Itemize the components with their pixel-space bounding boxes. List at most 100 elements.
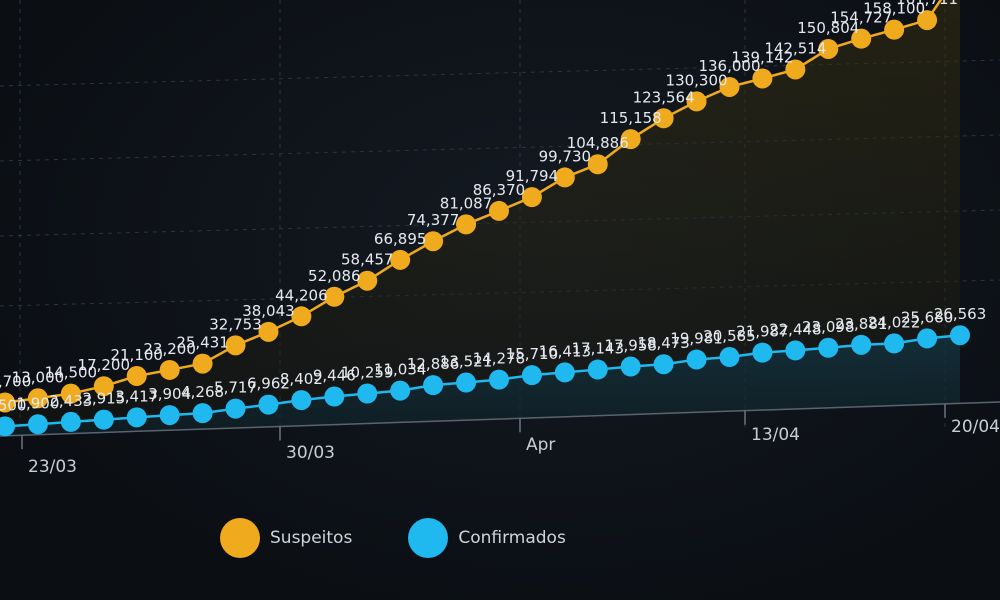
data-label-confirmados: 22,448 <box>769 320 822 338</box>
data-label-suspeitos: 136,000 <box>698 57 760 75</box>
data-point-suspeitos[interactable] <box>390 249 411 270</box>
data-label-suspeitos: 123,564 <box>633 88 695 106</box>
data-point-confirmados[interactable] <box>917 328 938 349</box>
data-label-suspeitos: 139,142 <box>731 48 793 66</box>
data-point-suspeitos[interactable] <box>686 91 707 112</box>
data-point-confirmados[interactable] <box>521 365 542 386</box>
data-point-confirmados[interactable] <box>818 337 839 358</box>
data-label-confirmados: 25,680 <box>901 308 954 326</box>
data-point-confirmados[interactable] <box>653 354 674 375</box>
data-point-confirmados[interactable] <box>785 340 806 361</box>
data-point-confirmados[interactable] <box>719 347 740 368</box>
data-label-confirmados: 16,413 <box>539 342 592 360</box>
data-point-suspeitos[interactable] <box>785 59 806 80</box>
legend: Suspeitos Confirmados <box>220 518 566 558</box>
legend-item-suspeitos[interactable]: Suspeitos <box>220 518 352 558</box>
data-point-confirmados[interactable] <box>488 369 509 390</box>
data-label-confirmados: 13,521 <box>440 353 493 371</box>
data-point-confirmados[interactable] <box>192 403 213 424</box>
data-label-confirmados: 26,563 <box>934 305 987 323</box>
data-point-suspeitos[interactable] <box>851 28 872 49</box>
data-label-suspeitos: 25,431 <box>176 334 229 352</box>
data-label-confirmados: 6,962 <box>247 375 290 393</box>
data-point-confirmados[interactable] <box>357 383 378 404</box>
data-point-suspeitos[interactable] <box>423 231 444 252</box>
data-label-suspeitos: 142,514 <box>764 39 826 57</box>
data-point-confirmados[interactable] <box>686 349 707 370</box>
data-point-suspeitos[interactable] <box>653 108 674 129</box>
data-point-suspeitos[interactable] <box>488 200 509 221</box>
data-point-suspeitos[interactable] <box>917 10 938 31</box>
data-label-suspeitos: 14,500 <box>45 364 98 382</box>
data-point-suspeitos[interactable] <box>60 383 81 404</box>
data-label-suspeitos: 13,000 <box>12 368 65 386</box>
data-label-confirmados: 14,278 <box>473 350 526 368</box>
data-point-confirmados[interactable] <box>0 416 15 437</box>
data-point-suspeitos[interactable] <box>126 365 147 386</box>
data-point-suspeitos[interactable] <box>324 286 345 307</box>
data-point-suspeitos[interactable] <box>192 353 213 374</box>
x-tick-label: 23/03 <box>28 457 77 477</box>
data-label-suspeitos: 154,727 <box>830 9 892 27</box>
data-point-confirmados[interactable] <box>324 386 345 407</box>
data-point-confirmados[interactable] <box>390 380 411 401</box>
data-label-suspeitos: 52,086 <box>308 267 361 285</box>
data-label-confirmados: 9,446 <box>313 367 356 385</box>
legend-label-confirmados: Confirmados <box>458 528 566 548</box>
data-point-confirmados[interactable] <box>159 405 180 426</box>
data-point-suspeitos[interactable] <box>884 19 905 40</box>
data-point-confirmados[interactable] <box>950 325 970 346</box>
data-label-confirmados: 12,886 <box>407 355 460 373</box>
data-point-suspeitos[interactable] <box>225 335 246 356</box>
data-point-confirmados[interactable] <box>126 407 147 428</box>
data-label-suspeitos: 66,895 <box>374 230 427 248</box>
data-point-confirmados[interactable] <box>27 414 48 435</box>
data-point-suspeitos[interactable] <box>587 154 608 175</box>
data-point-suspeitos[interactable] <box>719 76 740 97</box>
data-label-confirmados: 17,958 <box>604 337 657 355</box>
data-label-confirmados: 23,881 <box>835 315 888 333</box>
data-point-confirmados[interactable] <box>258 394 279 415</box>
data-label-confirmados: 10,259 <box>341 364 394 382</box>
data-point-suspeitos[interactable] <box>159 359 180 380</box>
data-point-suspeitos[interactable] <box>258 321 279 342</box>
data-point-suspeitos[interactable] <box>291 306 312 327</box>
data-point-confirmados[interactable] <box>291 390 312 411</box>
data-point-suspeitos[interactable] <box>521 187 542 208</box>
data-label-confirmados: 11,034 <box>374 361 427 379</box>
data-point-confirmados[interactable] <box>60 411 81 432</box>
data-point-confirmados[interactable] <box>587 359 608 380</box>
data-label-confirmados: 5,717 <box>214 379 257 397</box>
legend-item-confirmados[interactable]: Confirmados <box>408 518 566 558</box>
data-label-suspeitos: 21,100 <box>110 346 163 364</box>
data-point-confirmados[interactable] <box>225 398 246 419</box>
data-point-suspeitos[interactable] <box>554 167 575 188</box>
data-point-suspeitos[interactable] <box>620 129 641 150</box>
data-point-suspeitos[interactable] <box>456 214 477 235</box>
data-point-confirmados[interactable] <box>93 409 114 430</box>
data-point-suspeitos[interactable] <box>93 376 114 397</box>
data-point-confirmados[interactable] <box>752 342 773 363</box>
data-label-confirmados: 18,473 <box>637 334 690 352</box>
data-point-suspeitos[interactable] <box>818 38 839 59</box>
data-labels: 11,70013,00014,50017,20021,10023,20025,4… <box>0 0 986 414</box>
data-point-confirmados[interactable] <box>851 334 872 355</box>
data-point-confirmados[interactable] <box>456 372 477 393</box>
data-point-suspeitos[interactable] <box>27 388 48 409</box>
data-label-confirmados: 2,433 <box>49 392 92 410</box>
data-label-confirmados: 4,268 <box>181 383 224 401</box>
data-point-suspeitos[interactable] <box>752 68 773 89</box>
data-label-confirmados: 1,500 <box>0 396 26 414</box>
data-label-suspeitos: 130,300 <box>666 71 728 89</box>
data-point-confirmados[interactable] <box>423 375 444 396</box>
data-label-suspeitos: 58,457 <box>341 251 394 269</box>
data-label-confirmados: 2,915 <box>82 390 125 408</box>
data-label-confirmados: 19,981 <box>670 330 723 348</box>
data-point-suspeitos[interactable] <box>0 392 15 413</box>
data-point-suspeitos[interactable] <box>357 270 378 291</box>
data-point-confirmados[interactable] <box>620 356 641 377</box>
data-label-confirmados: 17,143 <box>572 340 625 358</box>
data-point-confirmados[interactable] <box>884 333 905 354</box>
data-point-confirmados[interactable] <box>554 362 575 383</box>
